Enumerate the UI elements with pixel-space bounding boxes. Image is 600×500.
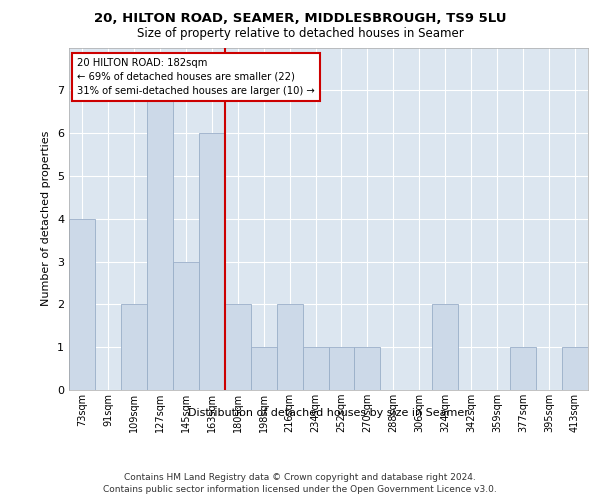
Bar	[199, 133, 224, 390]
Text: 20 HILTON ROAD: 182sqm
← 69% of detached houses are smaller (22)
31% of semi-det: 20 HILTON ROAD: 182sqm ← 69% of detached…	[77, 58, 314, 96]
Bar	[355, 347, 380, 390]
Y-axis label: Number of detached properties: Number of detached properties	[41, 131, 52, 306]
Bar	[433, 304, 458, 390]
Bar	[147, 90, 173, 390]
Bar	[121, 304, 147, 390]
Bar	[225, 304, 251, 390]
Bar	[562, 347, 588, 390]
Text: Distribution of detached houses by size in Seamer: Distribution of detached houses by size …	[188, 408, 469, 418]
Text: Size of property relative to detached houses in Seamer: Size of property relative to detached ho…	[137, 28, 463, 40]
Bar	[251, 347, 277, 390]
Text: 20, HILTON ROAD, SEAMER, MIDDLESBROUGH, TS9 5LU: 20, HILTON ROAD, SEAMER, MIDDLESBROUGH, …	[94, 12, 506, 26]
Bar	[69, 219, 95, 390]
Text: Contains HM Land Registry data © Crown copyright and database right 2024.: Contains HM Land Registry data © Crown c…	[124, 472, 476, 482]
Bar	[329, 347, 355, 390]
Bar	[173, 262, 199, 390]
Bar	[277, 304, 302, 390]
Bar	[510, 347, 536, 390]
Bar	[302, 347, 329, 390]
Text: Contains public sector information licensed under the Open Government Licence v3: Contains public sector information licen…	[103, 485, 497, 494]
